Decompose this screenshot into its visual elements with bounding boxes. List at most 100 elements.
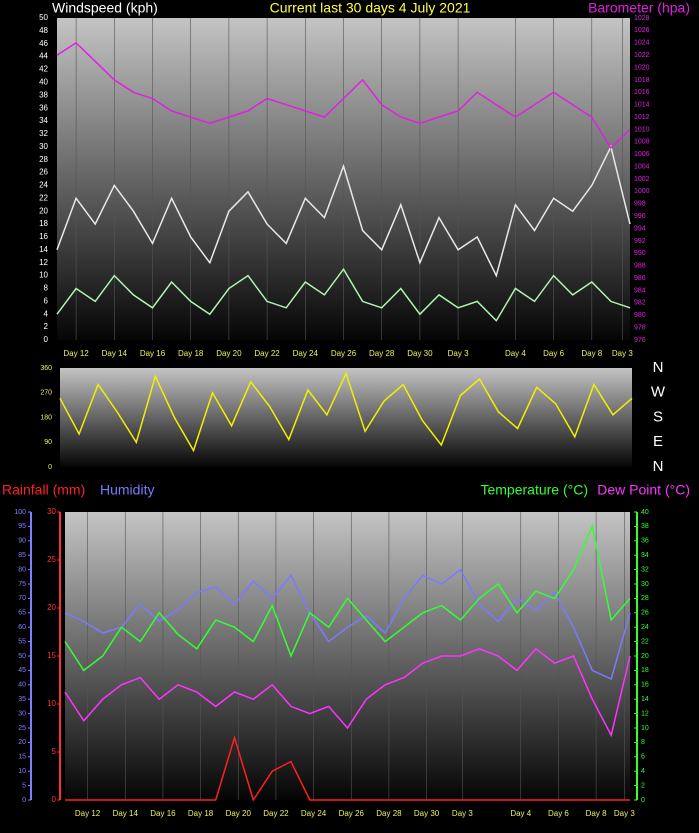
x-tick-label: Day 24 — [301, 809, 327, 818]
y2-tick-label: 1026 — [634, 27, 650, 34]
y2-tick-label: 996 — [634, 213, 646, 220]
y2-tick-label: 986 — [634, 275, 646, 282]
y2-tick-label: 1020 — [634, 64, 650, 71]
y3-tick-label: 60 — [18, 624, 26, 631]
y-tick-label: 36 — [39, 103, 48, 112]
y-tick-label: 4 — [44, 309, 49, 318]
y-tick-label: 26 — [39, 168, 48, 177]
y2-tick-label: 1006 — [634, 151, 650, 158]
x-tick-label: Day 3 — [612, 349, 633, 358]
y-tick-label: 48 — [39, 26, 48, 35]
y2-tick-label: 1024 — [634, 40, 650, 47]
y2-tick-label: E — [653, 433, 663, 450]
series-line — [56, 267, 631, 322]
y2-tick-label: N — [653, 359, 664, 376]
y2-tick-label: 988 — [634, 263, 646, 270]
series-line — [59, 371, 633, 453]
y3-tick-label: 35 — [18, 696, 26, 703]
y2-tick-label: 38 — [641, 523, 649, 530]
series-line — [64, 568, 631, 681]
y2-tick-label: 16 — [641, 682, 649, 689]
x-tick-label: Day 18 — [188, 809, 214, 818]
x-tick-label: Day 6 — [548, 809, 569, 818]
x-tick-label: Day 8 — [581, 349, 602, 358]
y-tick-label: 90 — [44, 439, 52, 446]
legend-label: Rainfall (mm) — [2, 482, 85, 498]
y3-tick-label: 50 — [18, 653, 26, 660]
y-tick-label: 16 — [39, 232, 48, 241]
y-tick-label: 12 — [39, 258, 48, 267]
legend-label: Humidity — [100, 482, 154, 498]
y2-tick-label: 1000 — [634, 188, 650, 195]
y3-tick-label: 70 — [18, 595, 26, 602]
y-tick-label: 180 — [40, 414, 52, 421]
y-axis-title: Windspeed (kph) — [52, 0, 158, 16]
y3-tick-label: 45 — [18, 667, 26, 674]
y-tick-label: 14 — [39, 245, 48, 254]
y2-tick-label: 998 — [634, 201, 646, 208]
y-tick-label: 360 — [40, 365, 52, 372]
y2-tick-label: N — [653, 458, 664, 475]
y-tick-label: 24 — [39, 181, 48, 190]
y2-tick-label: 10 — [641, 725, 649, 732]
y-tick-label: 2 — [44, 322, 49, 331]
x-tick-label: Day 16 — [150, 809, 176, 818]
y3-tick-label: 100 — [14, 509, 26, 516]
y2-axis-title: Barometer (hpa) — [588, 0, 690, 16]
y2-tick-label: 20 — [641, 653, 649, 660]
y2-tick-label: 30 — [641, 581, 649, 588]
y2-tick-label: 1010 — [634, 126, 650, 133]
y2-tick-label: 1004 — [634, 163, 650, 170]
y-tick-label: 20 — [39, 206, 48, 215]
x-tick-label: Day 14 — [102, 349, 128, 358]
y-tick-label: 10 — [47, 699, 56, 708]
y3-tick-label: 30 — [18, 710, 26, 717]
y-tick-label: 50 — [39, 13, 48, 22]
x-tick-label: Day 14 — [113, 809, 139, 818]
x-tick-label: Day 4 — [510, 809, 531, 818]
y3-tick-label: 65 — [18, 610, 26, 617]
x-tick-label: Day 6 — [543, 349, 564, 358]
y3-tick-label: 25 — [18, 725, 26, 732]
y2-tick-label: 1014 — [634, 102, 650, 109]
series-line — [56, 144, 631, 278]
x-tick-label: Day 20 — [226, 809, 252, 818]
y2-tick-label: 982 — [634, 300, 646, 307]
y2-tick-label: W — [651, 384, 666, 401]
y-tick-label: 0 — [48, 464, 52, 471]
y-tick-label: 6 — [44, 296, 49, 305]
y3-tick-label: 0 — [22, 797, 26, 804]
y2-tick-label: 992 — [634, 238, 646, 245]
y2-tick-label: 4 — [641, 768, 645, 775]
y2-tick-label: 34 — [641, 552, 649, 559]
y3-tick-label: 15 — [18, 754, 26, 761]
x-tick-label: Day 26 — [331, 349, 357, 358]
x-tick-label: Day 16 — [140, 349, 166, 358]
y3-tick-label: 20 — [18, 739, 26, 746]
y-tick-label: 22 — [39, 193, 48, 202]
y-tick-label: 32 — [39, 129, 48, 138]
x-tick-label: Day 20 — [216, 349, 242, 358]
x-tick-label: Day 4 — [505, 349, 526, 358]
y2-tick-label: 1008 — [634, 139, 650, 146]
x-tick-label: Day 3 — [448, 349, 469, 358]
x-tick-label: Day 12 — [75, 809, 101, 818]
y2-tick-label: 2 — [641, 782, 645, 789]
series-line — [65, 735, 630, 802]
series-line — [64, 523, 631, 672]
y-tick-label: 18 — [39, 219, 48, 228]
y2-tick-label: 12 — [641, 710, 649, 717]
y-tick-label: 42 — [39, 65, 48, 74]
legend-label: Temperature (°C) — [480, 482, 588, 498]
x-tick-label: Day 30 — [414, 809, 440, 818]
y-tick-label: 5 — [52, 747, 57, 756]
y-tick-label: 30 — [47, 507, 56, 516]
x-tick-label: Day 30 — [407, 349, 433, 358]
x-tick-label: Day 28 — [369, 349, 395, 358]
y2-tick-label: 18 — [641, 667, 649, 674]
plot-area — [65, 512, 630, 800]
y2-tick-label: 0 — [641, 797, 645, 804]
y3-tick-label: 90 — [18, 538, 26, 545]
x-tick-label: Day 22 — [254, 349, 280, 358]
